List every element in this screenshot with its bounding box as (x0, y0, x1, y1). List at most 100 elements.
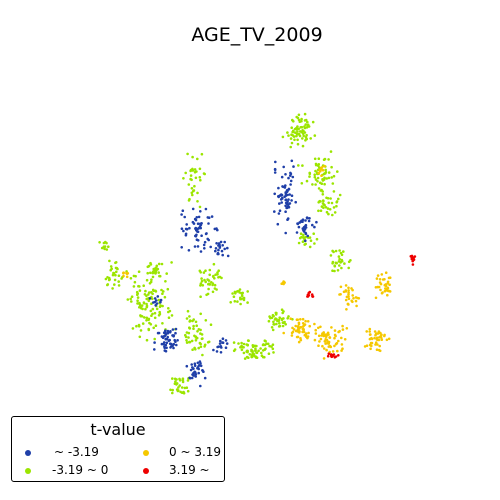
location-point (190, 187, 194, 190)
location-point (283, 186, 287, 189)
location-point (331, 353, 334, 357)
location-point (210, 215, 214, 218)
location-point (298, 327, 301, 330)
location-point (290, 334, 294, 337)
location-point (383, 334, 386, 338)
location-point (198, 360, 202, 363)
location-point (380, 338, 384, 341)
location-point (296, 142, 300, 146)
location-point (319, 200, 322, 203)
location-point (196, 191, 199, 195)
location-point (130, 295, 134, 299)
location-point (98, 241, 101, 244)
location-point (194, 234, 197, 238)
location-point (336, 269, 340, 272)
location-point (165, 272, 168, 275)
location-point (191, 348, 194, 352)
location-point (388, 289, 391, 293)
location-point (200, 277, 203, 280)
location-point (327, 345, 331, 348)
location-point (292, 328, 296, 331)
location-point (301, 137, 304, 140)
location-point (139, 329, 143, 332)
location-point (342, 250, 345, 253)
location-point (185, 386, 189, 390)
location-point (203, 247, 206, 250)
location-point (155, 268, 158, 272)
location-point (309, 137, 313, 140)
location-point (199, 364, 203, 368)
location-point (247, 339, 250, 343)
location-point (334, 355, 338, 358)
location-point (280, 317, 284, 321)
location-point (375, 336, 379, 340)
location-point (169, 388, 172, 392)
location-point (379, 336, 383, 339)
location-point (304, 242, 308, 246)
location-point (327, 171, 331, 174)
location-point (136, 302, 139, 305)
legend-marker-strong-negative (25, 450, 31, 456)
legend-marker-strong-positive (143, 468, 149, 474)
location-point (329, 150, 333, 153)
location-point (138, 285, 141, 288)
location-point (145, 278, 149, 282)
location-point (306, 336, 309, 340)
location-point (289, 179, 293, 183)
location-point (290, 199, 293, 202)
location-point (254, 347, 257, 351)
location-point (233, 290, 237, 294)
location-point (327, 212, 330, 216)
location-point (176, 339, 179, 342)
location-point (104, 277, 108, 281)
location-point (250, 348, 253, 352)
location-point (314, 332, 318, 335)
location-point (145, 294, 148, 298)
location-point (301, 220, 304, 223)
location-point (158, 305, 162, 309)
location-point (159, 300, 162, 304)
location-point (129, 277, 133, 280)
location-point (304, 232, 308, 236)
location-point (164, 280, 167, 283)
location-point (190, 178, 193, 182)
location-point (378, 344, 382, 348)
location-point (199, 282, 203, 285)
location-point (284, 173, 287, 176)
location-point (216, 228, 219, 232)
location-point (282, 165, 286, 169)
location-point (377, 285, 381, 289)
location-point (339, 293, 342, 296)
location-point (172, 346, 175, 350)
location-point (196, 245, 200, 248)
location-point (292, 135, 296, 138)
location-point (263, 355, 266, 359)
location-point (210, 281, 213, 284)
location-point (151, 271, 155, 275)
location-point (180, 386, 184, 389)
location-point (254, 356, 258, 359)
location-point (317, 344, 320, 348)
location-point (314, 163, 318, 167)
location-point (161, 292, 164, 296)
location-point (297, 340, 301, 344)
location-point (241, 291, 244, 295)
location-point (151, 307, 155, 311)
location-point (306, 320, 310, 323)
location-point (302, 233, 305, 237)
location-point (345, 308, 348, 311)
location-point (281, 311, 285, 315)
location-point (155, 264, 159, 268)
location-point (186, 379, 190, 382)
location-point (201, 284, 205, 287)
location-point (376, 338, 379, 342)
location-point (232, 295, 236, 299)
location-point (214, 247, 218, 250)
location-point (173, 382, 177, 386)
location-point (193, 168, 197, 171)
location-point (333, 329, 337, 332)
location-point (273, 192, 277, 196)
legend-label-strong-negative: ~ -3.19 (54, 445, 99, 459)
location-point (302, 236, 305, 239)
